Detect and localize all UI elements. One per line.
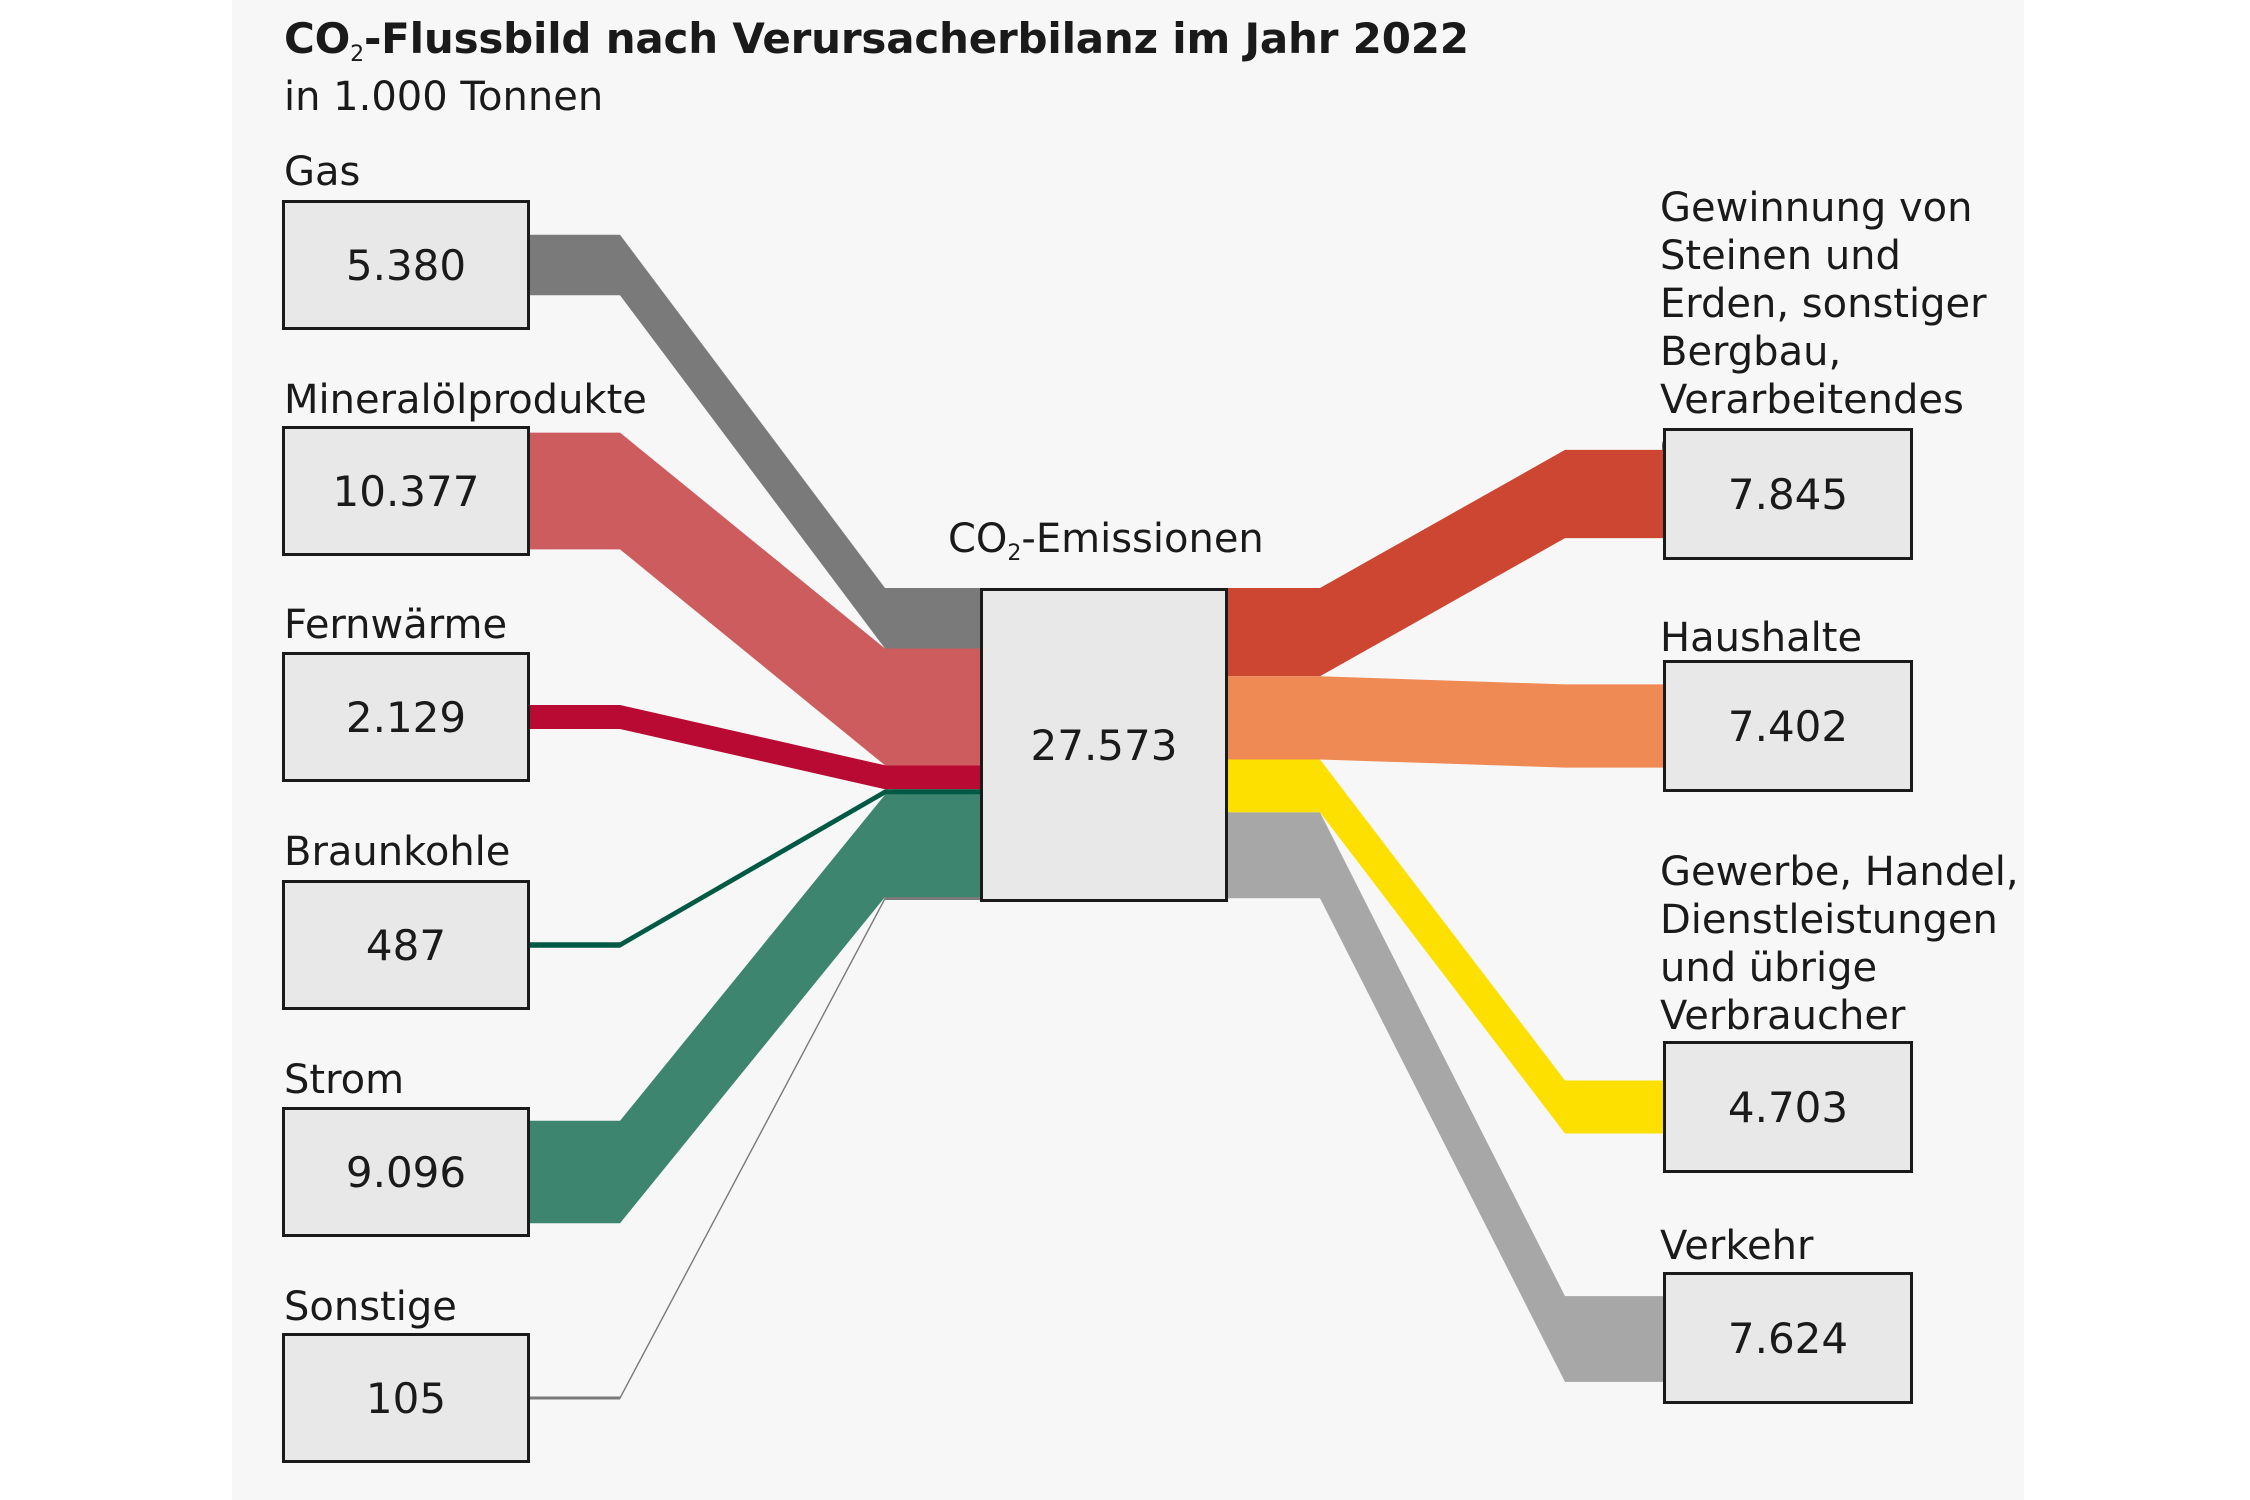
sink-label-ghd: Gewerbe, Handel, Dienstleistungen und üb… <box>1660 849 2019 1039</box>
center-label: CO2-Emissionen <box>948 516 1264 566</box>
flow-sink-1 <box>1228 449 1665 677</box>
flow-sink-4 <box>1228 812 1665 1382</box>
source-label-strom: Strom <box>284 1057 405 1103</box>
source-label-gas: Gas <box>284 149 361 195</box>
source-box-strom: 9.096 <box>282 1107 530 1237</box>
flow-sink-3 <box>1228 759 1665 1134</box>
flow-sink-2 <box>1228 676 1665 768</box>
source-label-sonstige: Sonstige <box>284 1284 457 1330</box>
sink-box-ghd: 4.703 <box>1663 1041 1913 1173</box>
sink-box-industrie: 7.845 <box>1663 428 1913 560</box>
sink-label-haushalte: Haushalte <box>1660 615 1863 661</box>
sink-box-haushalte: 7.402 <box>1663 660 1913 792</box>
source-label-fernwaerme: Fernwärme <box>284 602 508 648</box>
source-label-braunkohle: Braunkohle <box>284 829 511 875</box>
sink-label-industrie: Gewinnung von Steinen und Erden, sonstig… <box>1660 185 1987 471</box>
source-box-sonstige: 105 <box>282 1333 530 1463</box>
flow-braunkohle <box>530 789 982 948</box>
sink-label-verkehr: Verkehr <box>1660 1223 1814 1269</box>
chart-subtitle: in 1.000 Tonnen <box>284 74 604 120</box>
source-box-braunkohle: 487 <box>282 880 530 1010</box>
source-box-mineraloelprodukte: 10.377 <box>282 426 530 556</box>
source-label-mineraloelprodukte: Mineralölprodukte <box>284 377 647 423</box>
source-box-fernwaerme: 2.129 <box>282 652 530 782</box>
source-box-gas: 5.380 <box>282 200 530 330</box>
flow-strom <box>530 794 982 1224</box>
flow-gas <box>530 234 982 649</box>
flow-minerallprodukte <box>530 432 982 766</box>
flow-fernwrme <box>530 705 982 790</box>
chart-title: CO2-Flussbild nach Verursacherbilanz im … <box>284 14 1469 67</box>
center-box-total: 27.573 <box>980 588 1228 902</box>
sink-box-verkehr: 7.624 <box>1663 1272 1913 1404</box>
